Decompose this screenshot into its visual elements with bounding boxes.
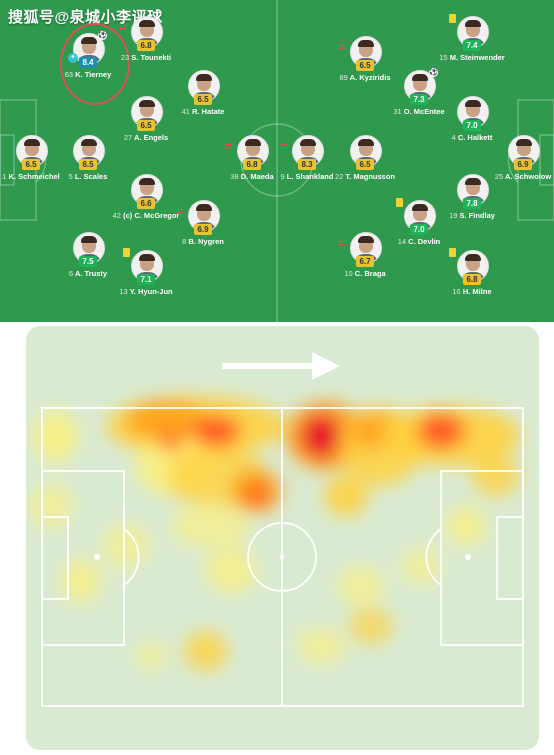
lineup-panel: 搜狐号@泉城小李评球 ✦ ⚽ 8.4 63 K. Tierney ⇄ 6.8 2…: [0, 0, 554, 322]
player-rating: 7.4: [463, 40, 481, 51]
player-name: 27 A. Engels: [123, 133, 169, 142]
highlight-circle: [60, 23, 130, 105]
sub-icon: ⇄: [119, 22, 127, 32]
player-name: 19 S. Findlay: [449, 211, 495, 220]
sub-icon: ⇄: [225, 141, 233, 151]
player-name: 13 Y. Hyun-Jun: [119, 287, 173, 296]
player-rating: 7.1: [137, 274, 155, 285]
sub-icon: ⇄: [176, 206, 184, 216]
player-name: 22 T. Magnusson: [334, 172, 396, 181]
sub-icon: ⇄: [338, 238, 346, 248]
heatmap-panel: [26, 326, 539, 750]
player-name: 38 D. Maeda: [230, 172, 274, 181]
player-name: 42 (c) C. McGregor: [112, 211, 180, 220]
player-rating: 6.5: [137, 120, 155, 131]
player-rating: 6.8: [243, 159, 261, 170]
watermark: 搜狐号@泉城小李评球: [8, 9, 163, 26]
player-rating: 6.8: [463, 274, 481, 285]
player-name: 1 K. Schmeichel: [2, 172, 60, 181]
player-rating: 6.9: [514, 159, 532, 170]
yellow-card-icon: [123, 248, 130, 257]
yellow-card-icon: [396, 198, 403, 207]
player-name: 6 A. Trusty: [68, 269, 108, 278]
heatmap-pitch-lines: [41, 407, 524, 707]
player-avatar: [457, 96, 489, 128]
heat-blobs: [29, 396, 521, 671]
player-name: 15 M. Steinwender: [439, 53, 505, 62]
player-rating: 6.5: [79, 159, 97, 170]
player-rating: 7.0: [463, 120, 481, 131]
football-icon: ⚽: [429, 68, 438, 77]
player-rating: 6.8: [137, 40, 155, 51]
player-name: 9 L. Shankland: [280, 172, 334, 181]
player-name: 16 H. Milne: [452, 287, 492, 296]
player-rating: 6.5: [22, 159, 40, 170]
player-name: 8 B. Nygren: [182, 237, 224, 246]
player-rating: 7.5: [79, 256, 97, 267]
heatmap-spots: [94, 554, 471, 560]
player-rating: 6.5: [356, 60, 374, 71]
direction-arrow-icon: [222, 352, 340, 380]
player-name: 31 O. McEntee: [393, 107, 445, 116]
player-name: 14 C. Devlin: [397, 237, 441, 246]
player-rating: 6.5: [356, 159, 374, 170]
player-name: 23 S. Tounekti: [120, 53, 172, 62]
player-name: 4 C. Halkett: [451, 133, 493, 142]
player-rating: 6.5: [194, 94, 212, 105]
player-rating: 6.6: [137, 198, 155, 209]
player-rating: 6.7: [356, 256, 374, 267]
player-rating: 7.8: [463, 198, 481, 209]
player-name: 10 C. Braga: [344, 269, 386, 278]
player-name: 89 A. Kyziridis: [339, 73, 391, 82]
player-rating: 6.9: [194, 224, 212, 235]
heatmap-svg: [29, 352, 524, 707]
sub-icon: ⇄: [338, 42, 346, 52]
player-name: 41 R. Hatate: [181, 107, 225, 116]
yellow-card-icon: [449, 248, 456, 257]
player-rating: 8.3: [298, 159, 316, 170]
yellow-card-icon: [449, 14, 456, 23]
player-name: 5 L. Scales: [68, 172, 108, 181]
player-rating: 7.3: [410, 94, 428, 105]
sub-icon: ⇄: [280, 141, 288, 151]
player-rating: 7.0: [410, 224, 428, 235]
player-name: 25 A. Schwolow: [494, 172, 552, 181]
